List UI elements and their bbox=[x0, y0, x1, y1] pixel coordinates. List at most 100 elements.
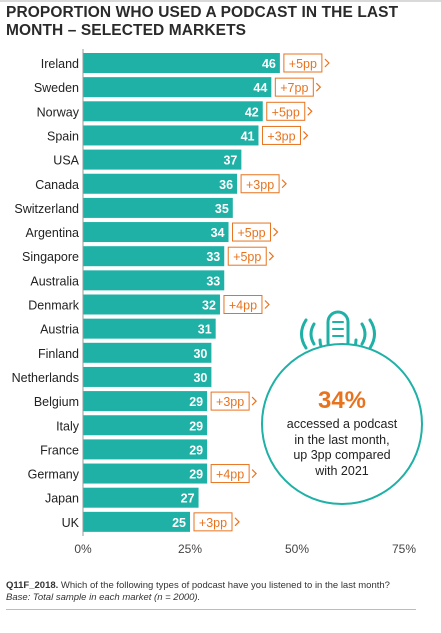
value-label: 32 bbox=[202, 299, 216, 313]
country-label: Canada bbox=[35, 178, 79, 192]
bar bbox=[83, 246, 225, 267]
bar-chart: Ireland 46 +5pp Sweden 44 +7pp Norway 42 +5pp Spa… bbox=[12, 49, 416, 556]
change-label: +3pp bbox=[199, 516, 227, 530]
country-label: Austria bbox=[40, 323, 79, 337]
change-arrow-icon bbox=[307, 106, 313, 116]
change-label: +5pp bbox=[233, 250, 261, 264]
chart-title: PROPORTION WHO USED A PODCAST IN THE LAS… bbox=[6, 4, 399, 39]
callout-line: with 2021 bbox=[315, 463, 369, 478]
bottom-rule bbox=[6, 609, 416, 610]
change-badge bbox=[210, 391, 250, 411]
change-label: +5pp bbox=[237, 226, 265, 240]
value-label: 36 bbox=[219, 178, 233, 192]
value-label: 29 bbox=[189, 395, 203, 409]
footnote-base: Base: Total sample in each market (n = 2… bbox=[6, 591, 201, 603]
country-label: Italy bbox=[56, 419, 80, 433]
change-label: +4pp bbox=[216, 468, 244, 482]
x-tick-label: 25% bbox=[178, 542, 202, 556]
country-label: Switzerland bbox=[14, 202, 79, 216]
change-label: +5pp bbox=[272, 105, 300, 119]
change-arrow-icon bbox=[324, 58, 330, 68]
country-label: USA bbox=[53, 154, 79, 168]
bar bbox=[83, 463, 208, 484]
value-label: 44 bbox=[253, 81, 267, 95]
value-label: 35 bbox=[215, 202, 229, 216]
change-arrow-icon bbox=[251, 469, 257, 478]
footnote: Q11F_2018. Which of the following types … bbox=[6, 580, 436, 603]
bar bbox=[83, 149, 242, 170]
country-label: Singapore bbox=[22, 250, 79, 264]
change-arrow-icon bbox=[251, 396, 257, 406]
country-label: Sweden bbox=[34, 81, 79, 95]
country-label: Belgium bbox=[34, 395, 79, 409]
change-badge bbox=[283, 53, 323, 73]
callout-line: up 3pp compared bbox=[293, 448, 391, 462]
callout-line: in the last month, bbox=[294, 432, 390, 447]
value-label: 33 bbox=[206, 274, 220, 288]
bar bbox=[83, 222, 229, 243]
bar bbox=[83, 487, 199, 508]
change-arrow-icon bbox=[303, 131, 309, 140]
top-rule bbox=[0, 0, 441, 2]
change-arrow-icon bbox=[264, 300, 270, 309]
change-badge bbox=[193, 512, 233, 532]
bar bbox=[83, 391, 208, 412]
country-label: Denmark bbox=[28, 299, 79, 313]
value-label: 30 bbox=[193, 347, 207, 361]
bar bbox=[83, 415, 208, 436]
value-label: 29 bbox=[189, 443, 203, 457]
footnote-question: Which of the following types of podcast … bbox=[58, 580, 390, 591]
value-label: 29 bbox=[189, 468, 203, 482]
change-badge bbox=[227, 246, 267, 266]
value-label: 34 bbox=[211, 226, 225, 240]
country-label: Ireland bbox=[41, 57, 79, 71]
x-tick-label: 50% bbox=[285, 542, 309, 556]
country-label: Germany bbox=[28, 468, 80, 482]
bar bbox=[83, 511, 190, 532]
value-label: 25 bbox=[172, 516, 186, 530]
value-label: 27 bbox=[181, 492, 195, 506]
change-label: +4pp bbox=[229, 299, 257, 313]
callout-line: accessed a podcast bbox=[286, 417, 398, 431]
country-label: Australia bbox=[30, 274, 79, 288]
change-badge bbox=[266, 101, 306, 121]
value-label: 42 bbox=[245, 105, 259, 119]
bar bbox=[83, 366, 212, 387]
bar bbox=[83, 342, 212, 363]
x-tick-label: 0% bbox=[74, 542, 92, 556]
callout-circle: 34% accessed a podcast in the last month… bbox=[261, 343, 423, 505]
change-badge bbox=[210, 464, 250, 484]
country-label: Argentina bbox=[25, 226, 79, 240]
bar bbox=[83, 125, 259, 146]
footnote-question-id: Q11F_2018. bbox=[6, 580, 59, 591]
x-tick-label: 75% bbox=[392, 542, 416, 556]
bar bbox=[83, 439, 208, 460]
country-label: Japan bbox=[45, 492, 79, 506]
change-arrow-icon bbox=[273, 227, 279, 237]
bar bbox=[83, 77, 272, 98]
change-label: +7pp bbox=[280, 81, 308, 95]
bar bbox=[83, 173, 238, 194]
country-label: France bbox=[40, 443, 79, 457]
change-badge bbox=[274, 77, 314, 97]
bar bbox=[83, 101, 263, 122]
change-label: +3pp bbox=[216, 395, 244, 409]
callout-value: 34% bbox=[317, 387, 367, 414]
bar bbox=[83, 197, 233, 218]
change-badge bbox=[223, 295, 263, 314]
change-arrow-icon bbox=[281, 179, 287, 189]
change-arrow-icon bbox=[268, 251, 275, 261]
value-label: 29 bbox=[189, 419, 203, 433]
change-badge bbox=[240, 174, 280, 194]
value-label: 37 bbox=[223, 154, 237, 168]
bar bbox=[83, 270, 225, 291]
change-arrow-icon bbox=[234, 517, 240, 527]
change-badge bbox=[232, 222, 272, 242]
country-label: Norway bbox=[37, 105, 80, 119]
value-label: 33 bbox=[206, 250, 220, 264]
change-label: +5pp bbox=[289, 57, 317, 71]
country-label: Finland bbox=[38, 347, 79, 361]
change-arrow-icon bbox=[315, 82, 322, 92]
change-label: +3pp bbox=[246, 178, 274, 192]
country-label: UK bbox=[62, 516, 80, 530]
